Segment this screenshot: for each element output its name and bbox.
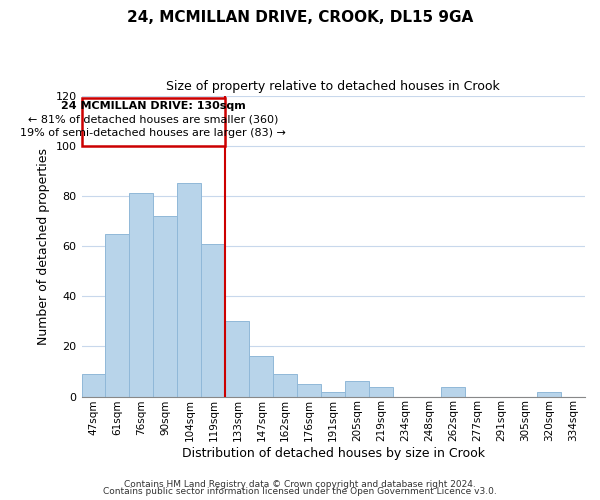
- Bar: [250, 356, 274, 397]
- Bar: [345, 382, 369, 396]
- Bar: [297, 384, 321, 396]
- Y-axis label: Number of detached properties: Number of detached properties: [37, 148, 50, 344]
- Text: Contains HM Land Registry data © Crown copyright and database right 2024.: Contains HM Land Registry data © Crown c…: [124, 480, 476, 489]
- Bar: [226, 322, 250, 396]
- FancyBboxPatch shape: [82, 98, 226, 146]
- X-axis label: Distribution of detached houses by size in Crook: Distribution of detached houses by size …: [182, 447, 485, 460]
- Title: Size of property relative to detached houses in Crook: Size of property relative to detached ho…: [166, 80, 500, 93]
- Bar: [321, 392, 345, 396]
- Bar: [202, 244, 226, 396]
- Bar: [369, 386, 393, 396]
- Bar: [178, 184, 202, 396]
- Bar: [130, 194, 154, 396]
- Text: 19% of semi-detached houses are larger (83) →: 19% of semi-detached houses are larger (…: [20, 128, 286, 138]
- Bar: [82, 374, 106, 396]
- Bar: [274, 374, 297, 396]
- Bar: [537, 392, 561, 396]
- Text: 24, MCMILLAN DRIVE, CROOK, DL15 9GA: 24, MCMILLAN DRIVE, CROOK, DL15 9GA: [127, 10, 473, 25]
- Text: 24 MCMILLAN DRIVE: 130sqm: 24 MCMILLAN DRIVE: 130sqm: [61, 100, 246, 110]
- Text: ← 81% of detached houses are smaller (360): ← 81% of detached houses are smaller (36…: [28, 114, 278, 124]
- Bar: [441, 386, 465, 396]
- Text: Contains public sector information licensed under the Open Government Licence v3: Contains public sector information licen…: [103, 487, 497, 496]
- Bar: [106, 234, 130, 396]
- Bar: [154, 216, 178, 396]
